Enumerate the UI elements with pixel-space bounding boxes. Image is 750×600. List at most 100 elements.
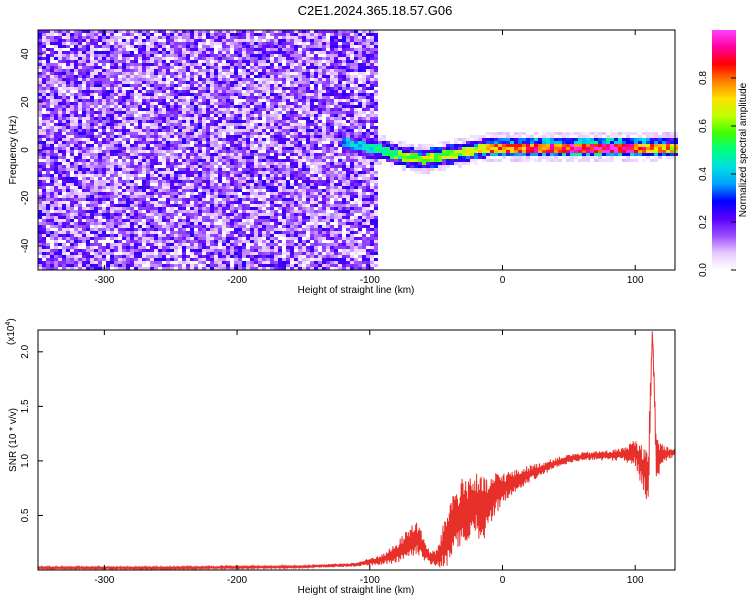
spectrogram-cell: [194, 45, 198, 48]
spectrogram-cell: [170, 162, 174, 165]
spectrogram-cell: [238, 237, 242, 240]
spectrogram-cell: [42, 264, 46, 267]
spectrogram-cell: [142, 231, 146, 234]
spectrogram-cell: [182, 63, 186, 66]
spectrogram-cell: [258, 234, 262, 237]
spectrogram-cell: [286, 72, 290, 75]
spectrogram-cell: [230, 156, 234, 159]
spectrogram-cell: [150, 105, 154, 108]
spectrogram-cell: [250, 87, 254, 90]
spectrogram-cell: [250, 231, 254, 234]
spectrogram-cell: [190, 87, 194, 90]
spectrogram-cell: [174, 231, 178, 234]
spectrogram-cell: [198, 147, 202, 150]
spectrogram-cell: [94, 186, 98, 189]
spectrogram-cell: [206, 150, 210, 153]
spectrogram-cell: [38, 147, 42, 150]
spectrogram-cell: [94, 222, 98, 225]
spectrogram-cell: [110, 213, 114, 216]
spectrogram-cell: [198, 72, 202, 75]
spectrogram-cell: [54, 87, 58, 90]
spectrogram-cell: [306, 213, 310, 216]
spectrogram-cell: [302, 207, 306, 210]
spectrogram-cell: [290, 84, 294, 87]
spectrogram-cell: [110, 48, 114, 51]
spectrogram-cell: [234, 153, 238, 156]
spectrogram-cell: [234, 123, 238, 126]
spectrogram-cell: [274, 252, 278, 255]
spectrogram-cell: [186, 141, 190, 144]
spectrogram-cell: [190, 168, 194, 171]
spectrogram-cell: [226, 213, 230, 216]
spectrogram-cell: [70, 30, 74, 33]
spectrogram-cell: [238, 240, 242, 243]
spectrogram-cell: [166, 159, 170, 162]
spectrogram-cell: [226, 183, 230, 186]
spectrogram-cell: [146, 81, 150, 84]
spectrogram-cell: [282, 90, 286, 93]
spectrogram-cell: [218, 126, 222, 129]
spectrogram-cell: [118, 207, 122, 210]
spectrogram-cell: [178, 243, 182, 246]
spectrogram-cell: [302, 105, 306, 108]
spectrogram-cell: [202, 231, 206, 234]
spectrogram-cell: [214, 249, 218, 252]
spectrogram-cell: [38, 177, 42, 180]
spectrogram-cell: [270, 54, 274, 57]
spectrogram-cell: [290, 222, 294, 225]
spectrogram-cell: [202, 30, 206, 33]
spectrogram-cell: [218, 216, 222, 219]
spectrogram-cell: [254, 216, 258, 219]
spectrogram-cell: [150, 258, 154, 261]
spectrogram-cell: [186, 75, 190, 78]
spectrogram-cell: [70, 231, 74, 234]
spectrogram-cell: [210, 72, 214, 75]
spectrogram-cell: [46, 81, 50, 84]
spectrogram-cell: [270, 60, 274, 63]
spectrogram-cell: [42, 87, 46, 90]
spectrogram-cell: [218, 48, 222, 51]
spectrogram-cell: [114, 183, 118, 186]
spectrogram-cell: [86, 243, 90, 246]
spectrogram-cell: [102, 258, 106, 261]
spectrogram-cell: [114, 147, 118, 150]
spectrogram-cell: [106, 132, 110, 135]
spectrogram-cell: [218, 72, 222, 75]
spectrogram-cell: [98, 111, 102, 114]
spectrogram-cell: [246, 42, 250, 45]
spectrogram-cell: [154, 258, 158, 261]
spectrogram-cell: [98, 78, 102, 81]
spectrogram-cell: [102, 60, 106, 63]
spectrogram-cell: [238, 207, 242, 210]
spectrogram-cell: [134, 141, 138, 144]
spectrogram-cell: [270, 225, 274, 228]
spectrogram-cell: [90, 267, 94, 270]
spectrogram-cell: [150, 84, 154, 87]
spectrogram-cell: [142, 222, 146, 225]
spectrogram-cell: [158, 87, 162, 90]
spectrogram-cell: [134, 246, 138, 249]
spectrogram-cell: [202, 90, 206, 93]
spectrogram-cell: [70, 72, 74, 75]
spectrogram-cell: [182, 108, 186, 111]
spectrogram-cell: [174, 198, 178, 201]
spectrogram-cell: [206, 225, 210, 228]
spectrogram-cell: [102, 66, 106, 69]
spectrogram-cell: [194, 84, 198, 87]
spectrogram-cell: [94, 66, 98, 69]
spectrogram-cell: [126, 96, 130, 99]
spectrogram-cell: [42, 204, 46, 207]
spectrogram-cell: [66, 240, 70, 243]
spectrogram-cell: [286, 39, 290, 42]
spectrogram-cell: [242, 150, 246, 153]
spectrogram-cell: [86, 180, 90, 183]
spectrogram-cell: [62, 252, 66, 255]
spectrogram-cell: [218, 87, 222, 90]
spectrogram-cell: [78, 84, 82, 87]
spectrogram-cell: [266, 30, 270, 33]
spectrogram-cell: [130, 75, 134, 78]
spectrogram-cell: [202, 60, 206, 63]
spectrogram-cell: [42, 189, 46, 192]
spectrogram-cell: [90, 78, 94, 81]
spectrogram-cell: [154, 72, 158, 75]
